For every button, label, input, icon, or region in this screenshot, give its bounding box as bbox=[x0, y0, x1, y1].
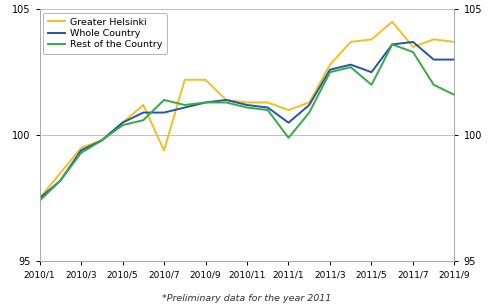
Whole Country bbox=[57, 179, 63, 182]
Rest of the Country bbox=[120, 123, 125, 127]
Legend: Greater Helsinki, Whole Country, Rest of the Country: Greater Helsinki, Whole Country, Rest of… bbox=[43, 13, 167, 54]
Greater Helsinki bbox=[203, 78, 208, 81]
Whole Country bbox=[78, 149, 84, 152]
Greater Helsinki bbox=[223, 98, 229, 102]
Whole Country bbox=[286, 121, 291, 125]
Whole Country bbox=[410, 40, 416, 44]
Whole Country bbox=[327, 68, 333, 71]
Rest of the Country bbox=[244, 106, 250, 109]
Line: Greater Helsinki: Greater Helsinki bbox=[40, 22, 454, 199]
Greater Helsinki bbox=[182, 78, 188, 81]
Greater Helsinki bbox=[99, 139, 105, 142]
Rest of the Country bbox=[203, 101, 208, 104]
Whole Country bbox=[348, 63, 354, 67]
Greater Helsinki bbox=[120, 121, 125, 125]
Whole Country bbox=[265, 106, 271, 109]
Line: Whole Country: Whole Country bbox=[40, 42, 454, 199]
Text: *Preliminary data for the year 2011: *Preliminary data for the year 2011 bbox=[163, 294, 331, 303]
Rest of the Country bbox=[78, 151, 84, 155]
Rest of the Country bbox=[265, 108, 271, 112]
Greater Helsinki bbox=[410, 45, 416, 49]
Rest of the Country bbox=[57, 179, 63, 182]
Rest of the Country bbox=[223, 101, 229, 104]
Greater Helsinki bbox=[265, 101, 271, 104]
Rest of the Country bbox=[452, 93, 457, 97]
Whole Country bbox=[120, 121, 125, 125]
Whole Country bbox=[452, 58, 457, 61]
Rest of the Country bbox=[431, 83, 437, 87]
Greater Helsinki bbox=[161, 149, 167, 152]
Whole Country bbox=[203, 101, 208, 104]
Greater Helsinki bbox=[78, 146, 84, 150]
Rest of the Country bbox=[140, 118, 146, 122]
Rest of the Country bbox=[161, 98, 167, 102]
Rest of the Country bbox=[37, 199, 42, 203]
Rest of the Country bbox=[99, 139, 105, 142]
Greater Helsinki bbox=[286, 108, 291, 112]
Rest of the Country bbox=[306, 111, 312, 114]
Whole Country bbox=[369, 71, 374, 74]
Greater Helsinki bbox=[306, 101, 312, 104]
Rest of the Country bbox=[182, 103, 188, 107]
Line: Rest of the Country: Rest of the Country bbox=[40, 44, 454, 201]
Whole Country bbox=[223, 98, 229, 102]
Greater Helsinki bbox=[452, 40, 457, 44]
Greater Helsinki bbox=[369, 38, 374, 41]
Rest of the Country bbox=[327, 71, 333, 74]
Whole Country bbox=[140, 111, 146, 114]
Rest of the Country bbox=[389, 43, 395, 46]
Greater Helsinki bbox=[37, 197, 42, 200]
Whole Country bbox=[244, 103, 250, 107]
Greater Helsinki bbox=[244, 101, 250, 104]
Whole Country bbox=[99, 139, 105, 142]
Greater Helsinki bbox=[431, 38, 437, 41]
Greater Helsinki bbox=[57, 171, 63, 175]
Greater Helsinki bbox=[327, 63, 333, 67]
Whole Country bbox=[389, 43, 395, 46]
Greater Helsinki bbox=[348, 40, 354, 44]
Rest of the Country bbox=[369, 83, 374, 87]
Greater Helsinki bbox=[140, 103, 146, 107]
Greater Helsinki bbox=[389, 20, 395, 23]
Whole Country bbox=[37, 197, 42, 200]
Whole Country bbox=[161, 111, 167, 114]
Rest of the Country bbox=[286, 136, 291, 140]
Whole Country bbox=[182, 106, 188, 109]
Rest of the Country bbox=[410, 50, 416, 54]
Whole Country bbox=[306, 103, 312, 107]
Whole Country bbox=[431, 58, 437, 61]
Rest of the Country bbox=[348, 65, 354, 69]
